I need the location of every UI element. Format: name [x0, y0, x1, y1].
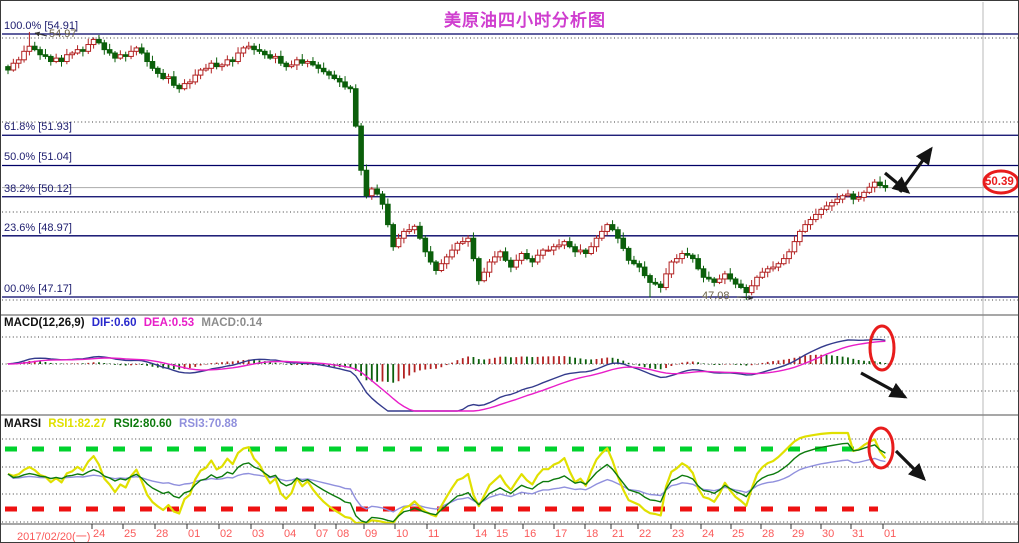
date-label: 04 — [284, 528, 297, 540]
date-label: 08 — [337, 528, 350, 540]
date-label: 15 — [496, 528, 509, 540]
marsi-name-label: MARSI — [4, 418, 42, 430]
date-label: 09 — [365, 528, 378, 540]
macd-hist-value: MACD:0.14 — [201, 317, 263, 329]
date-label: 10 — [396, 528, 409, 540]
chart-title: 美原油四小时分析图 — [444, 11, 606, 30]
fib-level-label: 50.0% [51.04] — [4, 151, 72, 164]
rsi1-value: RSI1:82.27 — [48, 418, 107, 430]
date-label: 28 — [156, 528, 169, 540]
fib-level-label: 38.2% [50.12] — [4, 182, 72, 195]
macd-legend: MACD(12,26,9) DIF:0.60 DEA:0.53 MACD:0.1… — [4, 317, 266, 329]
rsi3-value: RSI3:70.88 — [179, 418, 238, 430]
fib-level-label: 23.6% [48.97] — [4, 221, 72, 234]
date-label: 30 — [822, 528, 835, 540]
date-label: 29 — [792, 528, 805, 540]
date-label: 03 — [252, 528, 265, 540]
date-label: 01 — [884, 528, 897, 540]
date-label: 07 — [316, 528, 329, 540]
macd-params-label: MACD(12,26,9) — [4, 317, 85, 329]
date-label: 01 — [188, 528, 201, 540]
fib-level-label: 100.0% [54.91] — [4, 19, 79, 32]
low-price-annotation: 47.08 — [702, 290, 730, 302]
date-label: 17 — [555, 528, 568, 540]
macd-dif-value: DIF:0.60 — [91, 317, 137, 329]
date-label: 18 — [586, 528, 599, 540]
date-label: 02 — [220, 528, 233, 540]
date-label: 16 — [524, 528, 537, 540]
date-label: 31 — [852, 528, 865, 540]
date-label: 14 — [475, 528, 488, 540]
date-label: 21 — [612, 528, 625, 540]
current-price-label: 50.39 — [985, 176, 1014, 188]
marsi-legend: MARSI RSI1:82.27 RSI2:80.60 RSI3:70.88 — [4, 418, 241, 430]
high-price-annotation: 54.97 — [49, 28, 77, 40]
date-label: 28 — [762, 528, 775, 540]
date-label: 11 — [428, 528, 440, 540]
date-label: 25 — [124, 528, 137, 540]
fib-level-label: 00.0% [47.17] — [4, 283, 72, 295]
date-label: 24 — [93, 528, 106, 540]
fib-level-label: 61.8% [51.93] — [4, 121, 72, 134]
date-label: 22 — [639, 528, 652, 540]
macd-dea-value: DEA:0.53 — [143, 317, 195, 329]
rsi2-value: RSI2:80.60 — [113, 418, 172, 430]
date-label: 24 — [702, 528, 715, 540]
date-label: 2017/02/20(一) — [17, 531, 91, 543]
date-label: 25 — [732, 528, 745, 540]
date-label: 23 — [672, 528, 685, 540]
